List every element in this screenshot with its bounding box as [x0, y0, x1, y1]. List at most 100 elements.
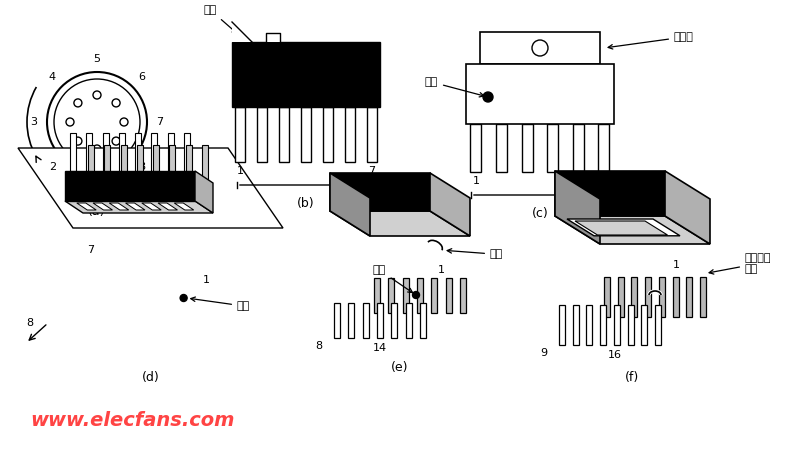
Polygon shape [104, 145, 110, 183]
Polygon shape [158, 203, 177, 210]
Polygon shape [135, 133, 141, 171]
Bar [470, 124, 481, 172]
Circle shape [412, 291, 419, 298]
Polygon shape [18, 148, 283, 228]
Text: 7: 7 [157, 117, 164, 127]
Text: 7: 7 [369, 166, 376, 176]
Text: 8: 8 [138, 161, 145, 171]
Bar [480, 32, 600, 64]
Bar [586, 305, 593, 345]
Polygon shape [151, 133, 158, 171]
Polygon shape [555, 216, 710, 244]
Text: 8: 8 [26, 318, 33, 328]
Polygon shape [119, 133, 125, 171]
Bar [631, 277, 637, 317]
Bar [345, 107, 355, 162]
Polygon shape [330, 173, 370, 236]
Bar [573, 124, 584, 172]
Bar [367, 107, 377, 162]
Bar [388, 278, 395, 313]
Polygon shape [174, 203, 194, 210]
Bar [235, 107, 245, 162]
Bar [599, 124, 609, 172]
Bar [641, 305, 648, 345]
Polygon shape [65, 171, 195, 201]
Bar [548, 124, 559, 172]
Polygon shape [184, 133, 190, 171]
Circle shape [180, 295, 187, 301]
Bar [614, 305, 620, 345]
Text: 6: 6 [600, 176, 608, 186]
Polygon shape [93, 203, 113, 210]
Polygon shape [70, 133, 76, 171]
Text: 1: 1 [438, 265, 445, 275]
Bar [655, 305, 661, 345]
Bar [334, 303, 340, 338]
Bar [559, 305, 565, 345]
Polygon shape [137, 145, 143, 183]
Bar [659, 277, 665, 317]
Text: (f): (f) [626, 370, 640, 384]
Text: 7: 7 [87, 245, 95, 255]
Bar [522, 124, 533, 172]
Bar [392, 303, 397, 338]
Text: 16: 16 [608, 350, 622, 360]
Bar [301, 107, 311, 162]
Text: 1: 1 [203, 275, 210, 285]
Polygon shape [169, 145, 176, 183]
Polygon shape [195, 171, 213, 213]
Bar [700, 277, 706, 317]
Bar [645, 277, 651, 317]
Bar [627, 305, 634, 345]
Bar [460, 278, 466, 313]
Text: 4: 4 [49, 72, 56, 82]
Bar [406, 303, 411, 338]
Polygon shape [567, 219, 680, 236]
Text: 6: 6 [138, 72, 145, 82]
Bar [362, 303, 369, 338]
Bar [466, 64, 614, 124]
Text: 标记: 标记 [373, 265, 413, 293]
Polygon shape [555, 171, 600, 244]
Polygon shape [555, 171, 665, 216]
Polygon shape [202, 145, 208, 183]
Polygon shape [330, 211, 470, 236]
Text: (b): (b) [297, 197, 315, 209]
Bar [279, 107, 289, 162]
Polygon shape [153, 145, 159, 183]
Polygon shape [168, 133, 173, 171]
Polygon shape [121, 145, 127, 183]
Polygon shape [87, 133, 92, 171]
Text: 金属封装
标记: 金属封装 标记 [709, 253, 771, 274]
Bar [673, 277, 678, 317]
Circle shape [483, 92, 493, 102]
Bar [377, 303, 383, 338]
Bar [445, 278, 452, 313]
Polygon shape [186, 145, 191, 183]
Bar [257, 107, 267, 162]
Bar [496, 124, 507, 172]
Polygon shape [575, 221, 667, 235]
Text: 1: 1 [94, 180, 101, 190]
Text: (e): (e) [392, 361, 409, 375]
Polygon shape [102, 133, 109, 171]
Bar [618, 277, 623, 317]
Text: 凹口: 凹口 [447, 248, 504, 259]
Text: 倒角: 倒角 [204, 5, 237, 33]
Bar [420, 303, 426, 338]
Text: 标记: 标记 [191, 297, 251, 311]
Bar [431, 278, 437, 313]
Text: 9: 9 [540, 348, 547, 358]
Text: 1: 1 [236, 166, 243, 176]
Text: 散热板: 散热板 [608, 32, 694, 49]
Text: 标记: 标记 [91, 186, 104, 210]
Polygon shape [110, 203, 128, 210]
Polygon shape [330, 173, 430, 211]
Text: (a): (a) [88, 205, 106, 218]
Text: 2: 2 [49, 161, 56, 171]
Bar [573, 305, 578, 345]
Polygon shape [76, 203, 96, 210]
Text: 5: 5 [94, 54, 101, 64]
Bar [266, 33, 281, 42]
Text: 8: 8 [604, 217, 611, 227]
